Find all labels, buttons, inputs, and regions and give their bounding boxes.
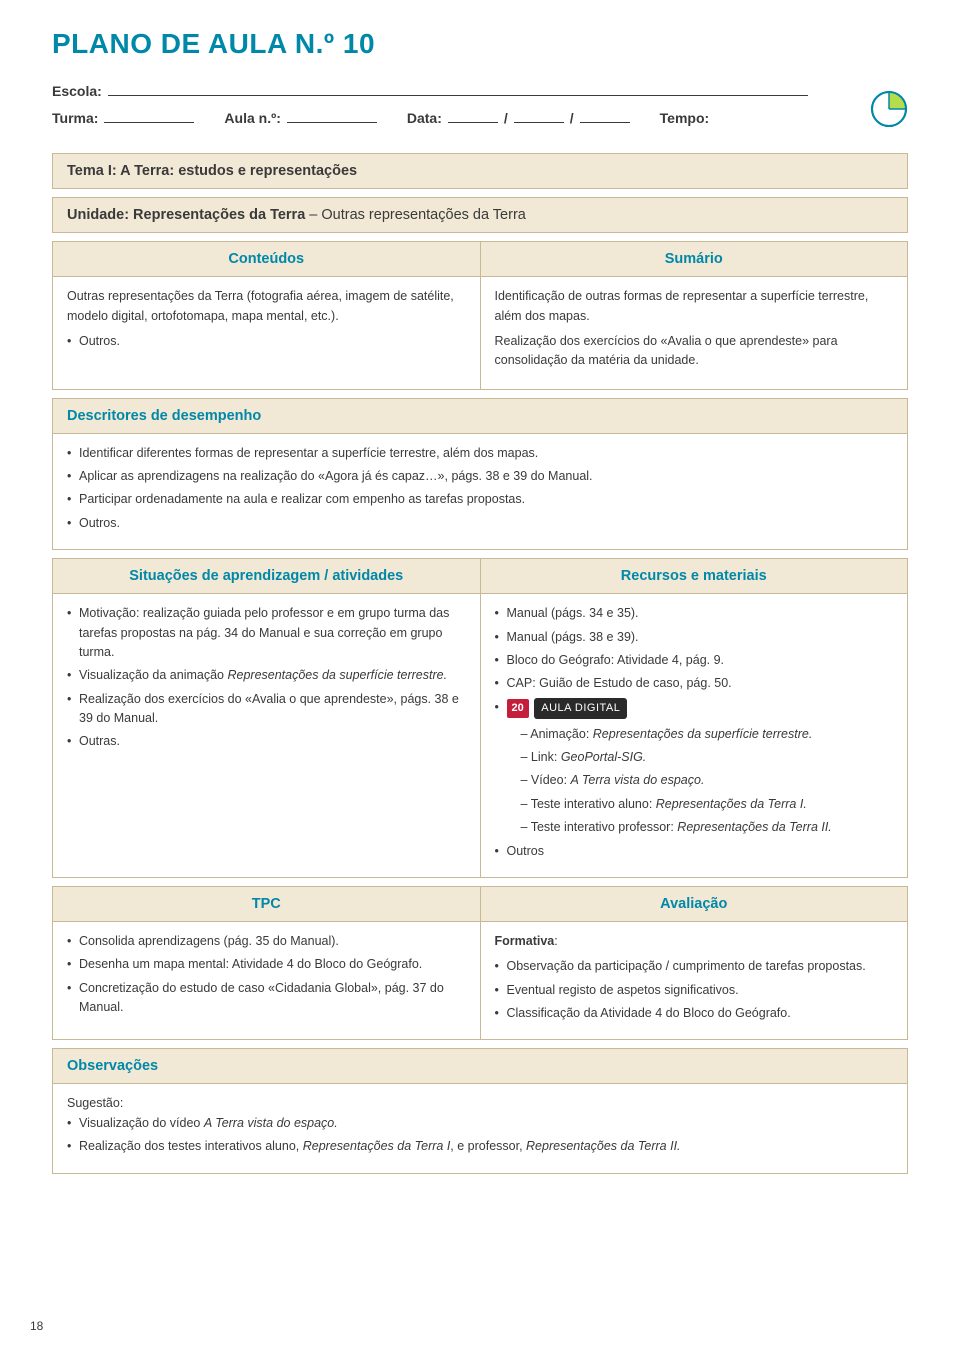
tpc-body: Consolida aprendizagens (pág. 35 do Manu… <box>53 922 480 1034</box>
sub-em: Representações da Terra II. <box>677 820 832 834</box>
data-line1 <box>448 111 498 123</box>
tpc-item: Consolida aprendizagens (pág. 35 do Manu… <box>67 932 466 951</box>
digital-sub: – Animação: Representações da superfície… <box>507 725 894 744</box>
recursos-head: Recursos e materiais <box>481 559 908 594</box>
observacoes-item: Realização dos testes interativos aluno,… <box>67 1137 893 1156</box>
tempo-label: Tempo: <box>660 105 710 132</box>
avaliacao-item: Eventual registo de aspetos significativ… <box>495 981 894 1000</box>
sub-em: Representações da Terra I. <box>656 797 807 811</box>
data-line2 <box>514 111 564 123</box>
meta-block: Escola: Turma: Aula n.º: Data: / / Tempo… <box>52 78 908 131</box>
descritores-item: Identificar diferentes formas de represe… <box>67 444 893 463</box>
recursos-item: Manual (págs. 34 e 35). <box>495 604 894 623</box>
obs-em: Representações da Terra II. <box>526 1139 681 1153</box>
turma-line <box>104 111 194 123</box>
unidade-bold: Unidade: Representações da Terra <box>67 207 305 223</box>
tpc-head: TPC <box>53 887 480 922</box>
tema-banner: Tema I: A Terra: estudos e representaçõe… <box>52 153 908 189</box>
conteudos-body: Outras representações da Terra (fotograf… <box>53 277 480 367</box>
situ-text: Visualização da animação <box>79 668 227 682</box>
sumario-head: Sumário <box>481 242 908 277</box>
page-number: 18 <box>30 1319 43 1333</box>
data-line3 <box>580 111 630 123</box>
sub-em: A Terra vista do espaço. <box>571 773 705 787</box>
sumario-body: Identificação de outras formas de repres… <box>481 277 908 389</box>
descritores-item: Participar ordenadamente na aula e reali… <box>67 490 893 509</box>
tpc-avaliacao-table: TPC Consolida aprendizagens (pág. 35 do … <box>52 886 908 1041</box>
observacoes-block: Observações Sugestão: Visualização do ví… <box>52 1048 908 1173</box>
sub-text: – Vídeo: <box>521 773 571 787</box>
observacoes-head: Observações <box>53 1049 907 1084</box>
situacoes-item: Motivação: realização guiada pelo profes… <box>67 604 466 662</box>
recursos-body: Manual (págs. 34 e 35). Manual (págs. 38… <box>481 594 908 877</box>
data-label: Data: <box>407 105 442 132</box>
obs-em: Representações da Terra I <box>303 1139 451 1153</box>
observacoes-item: Visualização do vídeo A Terra vista do e… <box>67 1114 893 1133</box>
sub-em: GeoPortal-SIG. <box>561 750 646 764</box>
descritores-head: Descritores de desempenho <box>53 399 907 434</box>
recursos-item: Outros <box>495 842 894 861</box>
conteudos-p1: Outras representações da Terra (fotograf… <box>67 287 466 326</box>
page-title: PLANO DE AULA N.º 10 <box>52 28 908 60</box>
aula-label: Aula n.º: <box>224 105 280 132</box>
badge-aula-digital: AULA DIGITAL <box>534 698 627 719</box>
sub-text: – Teste interativo aluno: <box>521 797 656 811</box>
descritores-block: Descritores de desempenho Identificar di… <box>52 398 908 551</box>
recursos-item: Manual (págs. 38 e 39). <box>495 628 894 647</box>
sub-em: Representações da superfície terrestre. <box>593 727 813 741</box>
digital-sub: – Teste interativo professor: Representa… <box>507 818 894 837</box>
escola-label: Escola: <box>52 78 102 105</box>
situacoes-item: Outras. <box>67 732 466 751</box>
sub-text: – Teste interativo professor: <box>521 820 678 834</box>
situacoes-recursos-table: Situações de aprendizagem / atividades M… <box>52 558 908 878</box>
tpc-item: Desenha um mapa mental: Atividade 4 do B… <box>67 955 466 974</box>
obs-text: , e professor, <box>450 1139 526 1153</box>
unidade-light: – Outras representações da Terra <box>305 207 526 223</box>
recursos-item: Bloco do Geógrafo: Atividade 4, pág. 9. <box>495 651 894 670</box>
avaliacao-body: Formativa: Observação da participação / … <box>481 922 908 1040</box>
situacoes-body: Motivação: realização guiada pelo profes… <box>53 594 480 768</box>
conteudos-sumario-table: Conteúdos Outras representações da Terra… <box>52 241 908 390</box>
avaliacao-head: Avaliação <box>481 887 908 922</box>
digital-sub: – Teste interativo aluno: Representações… <box>507 795 894 814</box>
avaliacao-item: Observação da participação / cumprimento… <box>495 957 894 976</box>
obs-text: Visualização do vídeo <box>79 1116 204 1130</box>
digital-sub: – Link: GeoPortal-SIG. <box>507 748 894 767</box>
slash2: / <box>570 105 574 132</box>
sumario-p2: Realização dos exercícios do «Avalia o q… <box>495 332 894 371</box>
situacoes-item: Realização dos exercícios do «Avalia o q… <box>67 690 466 729</box>
obs-text: Realização dos testes interativos aluno, <box>79 1139 303 1153</box>
situacoes-head: Situações de aprendizagem / atividades <box>53 559 480 594</box>
turma-label: Turma: <box>52 105 98 132</box>
observacoes-sugestao: Sugestão: <box>67 1094 893 1113</box>
conteudos-li1: Outros. <box>67 332 466 351</box>
situacoes-item: Visualização da animação Representações … <box>67 666 466 685</box>
badge-20: 20 <box>507 699 529 718</box>
situ-em: Representações da superfície terrestre. <box>227 668 447 682</box>
escola-line <box>108 84 808 96</box>
avaliacao-formativa-label: Formativa <box>495 934 555 948</box>
recursos-item-digital: 20 AULA DIGITAL – Animação: Representaçõ… <box>495 698 894 838</box>
sub-text: – Link: <box>521 750 561 764</box>
clock-icon <box>870 90 908 128</box>
descritores-body: Identificar diferentes formas de represe… <box>53 434 907 550</box>
recursos-item: CAP: Guião de Estudo de caso, pág. 50. <box>495 674 894 693</box>
tpc-item: Concretização do estudo de caso «Cidadan… <box>67 979 466 1018</box>
sub-text: – Animação: <box>521 727 593 741</box>
conteudos-head: Conteúdos <box>53 242 480 277</box>
slash1: / <box>504 105 508 132</box>
avaliacao-item: Classificação da Atividade 4 do Bloco do… <box>495 1004 894 1023</box>
aula-line <box>287 111 377 123</box>
sumario-p1: Identificação de outras formas de repres… <box>495 287 894 326</box>
obs-em: A Terra vista do espaço. <box>204 1116 338 1130</box>
descritores-item: Outros. <box>67 514 893 533</box>
digital-sub: – Vídeo: A Terra vista do espaço. <box>507 771 894 790</box>
observacoes-body: Sugestão: Visualização do vídeo A Terra … <box>53 1084 907 1172</box>
avaliacao-colon: : <box>554 934 557 948</box>
unidade-banner: Unidade: Representações da Terra – Outra… <box>52 197 908 233</box>
descritores-item: Aplicar as aprendizagens na realização d… <box>67 467 893 486</box>
